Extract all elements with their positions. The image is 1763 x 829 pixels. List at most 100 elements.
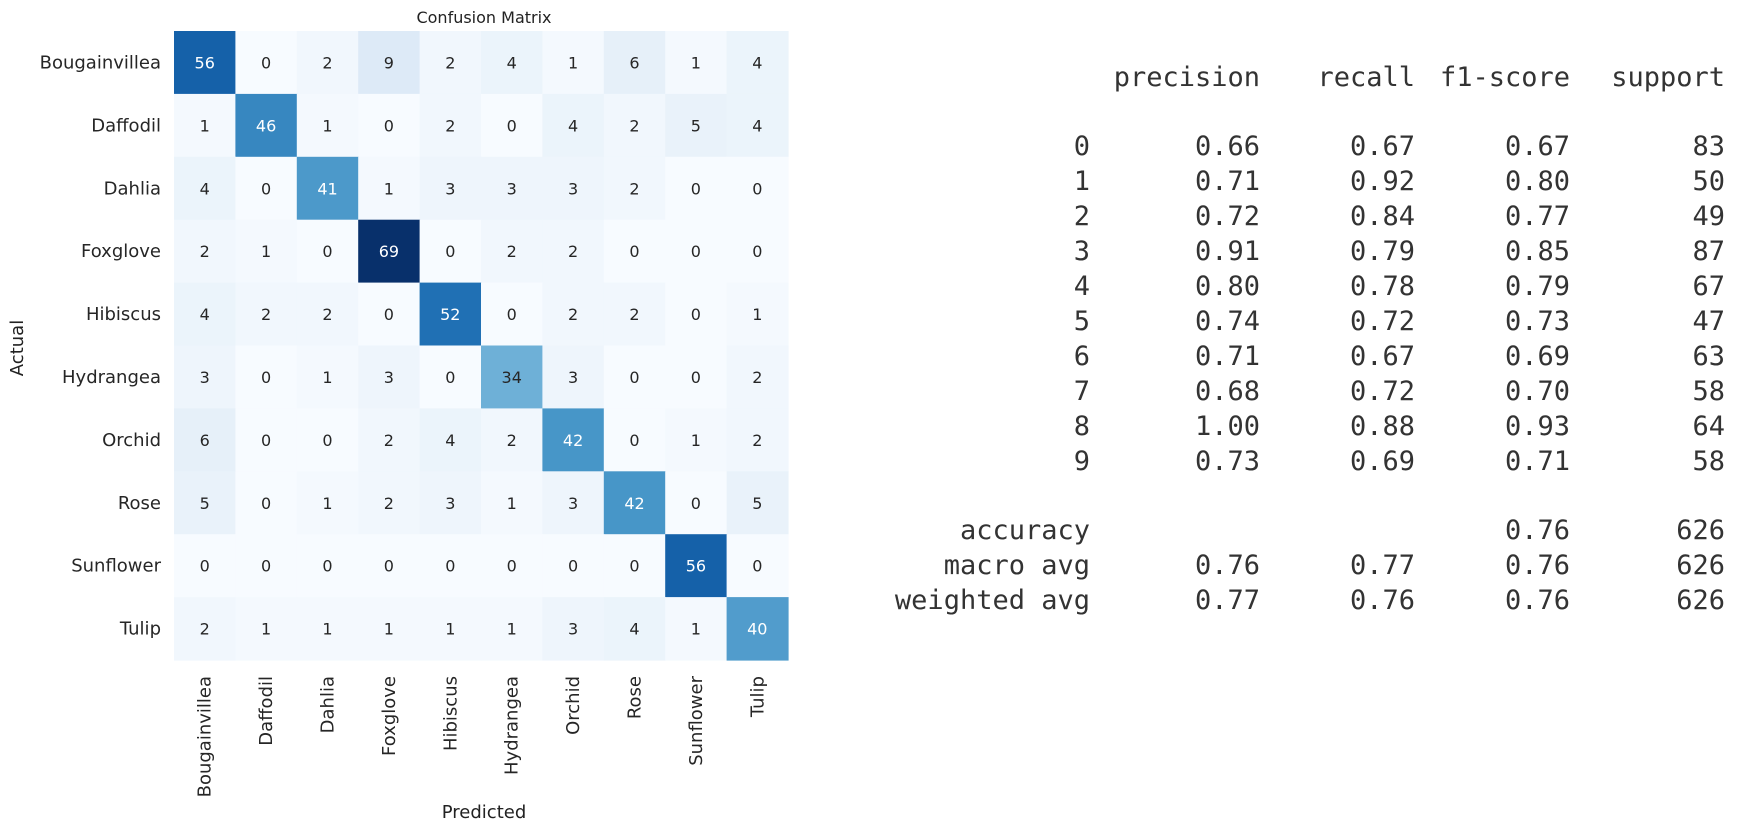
report-cell: 0.84 <box>1349 201 1415 232</box>
report-summary-rows: accuracy 0.76 626 macro avg 0.76 0.77 0.76 626 w… <box>880 513 1725 618</box>
cell-value-label: 42 <box>624 494 644 513</box>
cell-value-label: 1 <box>322 494 332 513</box>
heatmap-cell <box>665 219 728 284</box>
heatmap-cell <box>358 408 421 472</box>
cell-value-label: 1 <box>507 620 517 639</box>
report-class-row: 9 0.73 0.69 0.71 58 <box>880 444 1725 479</box>
heatmap-cell <box>296 93 359 158</box>
heatmap-cell <box>419 408 482 472</box>
cell-value-label: 2 <box>261 305 271 324</box>
heatmap-cell <box>174 282 236 347</box>
heatmap-cell <box>358 31 421 95</box>
report-cell: 6 <box>1073 341 1090 372</box>
cell-value-label: 41 <box>317 179 337 198</box>
cell-value-label: 0 <box>691 368 701 387</box>
cell-value-label: 5 <box>752 494 762 513</box>
report-cell: 0.76 <box>1349 585 1415 616</box>
cell-value-label: 4 <box>200 305 210 324</box>
cell-value-label: 3 <box>568 620 578 639</box>
cell-value-label: 0 <box>261 557 271 576</box>
cell-value-label: 2 <box>752 368 762 387</box>
report-cell: 0.91 <box>1194 236 1260 267</box>
heatmap-cell <box>481 31 543 95</box>
heatmap-cell <box>542 534 605 598</box>
cell-value-label: 0 <box>445 242 455 261</box>
y-tick-labels: Bougainvillea Daffodil Dahlia Foxglove Hibis… <box>40 52 162 639</box>
y-tick-label: Foxglove <box>81 241 161 262</box>
cell-value-label: 56 <box>195 53 215 72</box>
heatmap-cell <box>726 93 789 158</box>
report-cell: 58 <box>1692 446 1725 477</box>
x-tick-label: Rose <box>625 676 646 719</box>
cell-value-label: 0 <box>752 557 762 576</box>
report-cell: 9 <box>1073 446 1090 477</box>
heatmap-cell <box>726 156 789 221</box>
report-cell: 0.67 <box>1349 341 1415 372</box>
report-class-rows: 0 0.66 0.67 0.67 83 1 0.71 0.92 0.80 50 2 0.72 0.84 0… <box>880 129 1725 479</box>
report-spacer <box>880 479 1725 513</box>
report-spacer <box>880 95 1725 129</box>
y-tick-label: Orchid <box>102 430 161 451</box>
heatmap-cell <box>603 282 666 347</box>
heatmap-cell <box>235 345 298 409</box>
report-cell: 0.70 <box>1504 376 1570 407</box>
heatmap-cell <box>358 219 421 284</box>
cell-value-label: 69 <box>379 242 399 261</box>
heatmap-cell <box>542 345 605 409</box>
heatmap-cell <box>603 219 666 284</box>
cell-value-label: 0 <box>261 179 271 198</box>
heatmap-cell <box>726 534 789 598</box>
report-cell: 50 <box>1692 166 1725 197</box>
heatmap-cell <box>603 93 666 158</box>
cell-value-label: 1 <box>507 494 517 513</box>
cell-value-label: 4 <box>752 53 762 72</box>
heatmap-cell <box>481 534 543 598</box>
heatmap-cell <box>358 345 421 409</box>
report-cell: 0.80 <box>1194 271 1260 302</box>
report-cell: 0.71 <box>1194 166 1260 197</box>
heatmap-cell <box>419 534 482 598</box>
heatmap-cell <box>603 345 666 409</box>
heatmap-cell <box>726 597 789 661</box>
heatmap-cell <box>481 597 543 661</box>
x-tick-label: Hibiscus <box>440 676 461 751</box>
cell-value-label: 0 <box>629 368 639 387</box>
heatmap-cell <box>296 534 359 598</box>
y-axis-label: Actual <box>7 320 28 376</box>
heatmap-cell <box>296 597 359 661</box>
heatmap-cell <box>235 534 298 598</box>
cell-value-label: 1 <box>691 620 701 639</box>
heatmap-cell <box>665 408 728 472</box>
heatmap-cell <box>603 597 666 661</box>
cell-value-label: 5 <box>691 116 701 135</box>
cell-value-label: 4 <box>445 431 455 450</box>
heatmap-cell <box>603 534 666 598</box>
cell-value-label: 1 <box>691 53 701 72</box>
cell-value-label: 1 <box>322 368 332 387</box>
report-header-recall: recall <box>1317 62 1415 93</box>
cell-value-label: 0 <box>384 116 394 135</box>
cell-value-label: 1 <box>322 620 332 639</box>
x-tick-label: Dahlia <box>318 676 339 733</box>
cell-value-label: 3 <box>445 179 455 198</box>
cell-value-label: 0 <box>261 368 271 387</box>
cell-value-label: 0 <box>261 431 271 450</box>
cell-value-label: 2 <box>629 305 639 324</box>
report-cell: 3 <box>1073 236 1090 267</box>
y-tick-label: Bougainvillea <box>40 52 161 73</box>
report-header-row: precision recall f1-score support <box>880 60 1725 95</box>
report-cell: 0.79 <box>1504 271 1570 302</box>
report-cell: 0.77 <box>1504 201 1570 232</box>
cell-value-label: 2 <box>507 431 517 450</box>
report-cell: 0.76 <box>1504 515 1570 546</box>
heatmap-cell <box>542 156 605 221</box>
cell-value-label: 1 <box>568 53 578 72</box>
cell-value-label: 2 <box>384 494 394 513</box>
heatmap-cell <box>174 597 236 661</box>
cell-value-label: 0 <box>322 557 332 576</box>
report-summary-row: macro avg 0.76 0.77 0.76 626 <box>880 548 1725 583</box>
report-cell: 0.78 <box>1349 271 1415 302</box>
heatmap-cell <box>235 219 298 284</box>
cell-value-label: 2 <box>322 53 332 72</box>
heatmap-cell <box>542 408 605 472</box>
